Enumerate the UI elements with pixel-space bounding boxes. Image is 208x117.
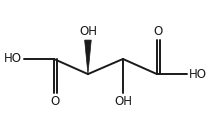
- Polygon shape: [85, 40, 91, 74]
- Text: OH: OH: [79, 25, 97, 38]
- Text: OH: OH: [114, 95, 132, 108]
- Text: HO: HO: [4, 52, 22, 66]
- Text: O: O: [50, 95, 59, 108]
- Text: O: O: [153, 25, 162, 38]
- Text: HO: HO: [189, 68, 207, 81]
